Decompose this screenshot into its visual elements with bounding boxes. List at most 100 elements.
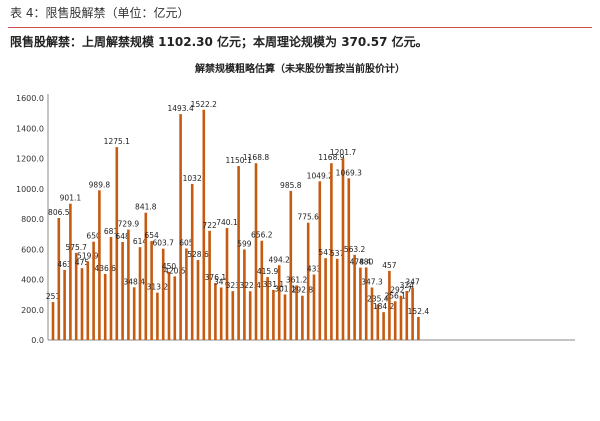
bar bbox=[214, 283, 217, 340]
y-tick-label: 800.0 bbox=[21, 215, 44, 224]
y-tick-label: 1000.0 bbox=[16, 185, 44, 194]
data-label: 656.2 bbox=[251, 231, 273, 240]
data-label: 433 bbox=[307, 265, 322, 274]
bar bbox=[237, 166, 240, 340]
bar bbox=[254, 163, 258, 340]
bar bbox=[289, 190, 293, 340]
bar bbox=[353, 254, 356, 340]
bar bbox=[161, 248, 165, 340]
data-label: 480 bbox=[359, 257, 374, 266]
data-label: 740.1 bbox=[216, 218, 238, 227]
bar bbox=[219, 287, 223, 340]
data-label: 235.4 bbox=[367, 294, 389, 303]
data-label: 985.8 bbox=[280, 181, 302, 190]
data-label: 420.5 bbox=[164, 266, 186, 275]
data-label: 1150.1 bbox=[225, 156, 251, 165]
bar bbox=[266, 277, 269, 340]
data-label: 681 bbox=[104, 227, 119, 236]
bar bbox=[388, 270, 391, 340]
data-label: 605 bbox=[179, 238, 194, 247]
data-label: 1049.2 bbox=[307, 171, 333, 180]
y-tick-label: 1400.0 bbox=[16, 124, 44, 133]
data-label: 301.1 bbox=[274, 284, 296, 293]
data-label: 152.4 bbox=[408, 307, 430, 316]
bar bbox=[295, 285, 298, 340]
summary-line: 限售股解禁：上周解禁规模 1102.30 亿元；本周理论规模为 370.57 亿… bbox=[10, 35, 428, 49]
bar bbox=[103, 273, 107, 340]
bar bbox=[51, 302, 55, 340]
bar bbox=[144, 212, 148, 340]
data-label: 361.2 bbox=[286, 275, 308, 284]
bar bbox=[208, 230, 211, 340]
data-label: 292.7 bbox=[390, 286, 412, 295]
top-divider bbox=[8, 27, 592, 28]
data-label: 331.1 bbox=[263, 280, 285, 289]
data-label: 475 bbox=[75, 258, 90, 267]
bar bbox=[138, 247, 142, 340]
bar bbox=[80, 268, 84, 340]
bar bbox=[359, 267, 362, 340]
bar bbox=[74, 252, 78, 340]
data-label: 313.2 bbox=[147, 283, 169, 292]
bar bbox=[312, 274, 316, 340]
bar bbox=[248, 291, 252, 340]
bar bbox=[173, 276, 177, 340]
bar bbox=[283, 294, 287, 340]
bar bbox=[330, 163, 333, 340]
bar bbox=[202, 109, 206, 341]
data-label: 603.7 bbox=[152, 239, 174, 248]
data-label: 1201.7 bbox=[330, 148, 356, 157]
data-label: 1168.8 bbox=[243, 153, 269, 162]
bar bbox=[417, 316, 420, 340]
bar bbox=[57, 218, 61, 340]
data-label: 599 bbox=[237, 239, 252, 248]
data-label: 347 bbox=[214, 278, 229, 287]
data-label: 348.4 bbox=[123, 277, 145, 286]
data-label: 841.8 bbox=[135, 203, 157, 212]
data-label: 901.1 bbox=[60, 194, 82, 203]
bar bbox=[399, 295, 403, 340]
bar bbox=[277, 265, 281, 340]
data-label: 323 bbox=[226, 281, 241, 290]
data-label: 729.9 bbox=[118, 220, 140, 229]
data-label: 775.6 bbox=[297, 213, 319, 222]
bar bbox=[324, 258, 327, 340]
bar bbox=[260, 240, 264, 340]
data-label: 415.9 bbox=[257, 267, 279, 276]
data-label: 322.4 bbox=[239, 281, 261, 290]
bar bbox=[69, 203, 72, 340]
data-label: 614 bbox=[133, 237, 148, 246]
y-tick-label: 1600.0 bbox=[16, 94, 44, 103]
bar bbox=[393, 301, 397, 340]
bar bbox=[301, 295, 304, 340]
data-label: 1168.9 bbox=[318, 153, 344, 162]
data-label: 450 bbox=[162, 262, 177, 271]
y-tick-label: 1200.0 bbox=[16, 155, 44, 164]
data-label: 1522.2 bbox=[191, 100, 217, 109]
data-label: 650 bbox=[86, 232, 101, 241]
data-label: 541 bbox=[318, 248, 333, 257]
data-label: 722 bbox=[202, 221, 217, 230]
data-label: 563.2 bbox=[344, 245, 366, 254]
data-label: 575.7 bbox=[65, 243, 87, 252]
bar bbox=[243, 249, 246, 340]
bar bbox=[115, 147, 119, 340]
bar bbox=[185, 248, 188, 340]
data-label: 347.3 bbox=[361, 277, 383, 286]
data-label: 494.2 bbox=[268, 255, 290, 264]
bar bbox=[132, 287, 136, 340]
data-label: 251 bbox=[46, 292, 61, 301]
y-tick-label: 400.0 bbox=[21, 276, 44, 285]
bar bbox=[318, 181, 322, 340]
bar bbox=[179, 114, 182, 340]
chart-title: 解禁规模粗略估算（未来股份暂按当前股价计） bbox=[195, 62, 405, 75]
table-caption: 表 4：限售股解禁（单位：亿元） bbox=[10, 6, 190, 20]
bar bbox=[196, 260, 200, 340]
bar bbox=[231, 291, 235, 340]
bar bbox=[306, 222, 310, 340]
bar bbox=[190, 183, 194, 340]
bar bbox=[341, 158, 345, 340]
bar bbox=[364, 267, 368, 340]
bar bbox=[225, 228, 229, 340]
bar bbox=[127, 229, 130, 340]
